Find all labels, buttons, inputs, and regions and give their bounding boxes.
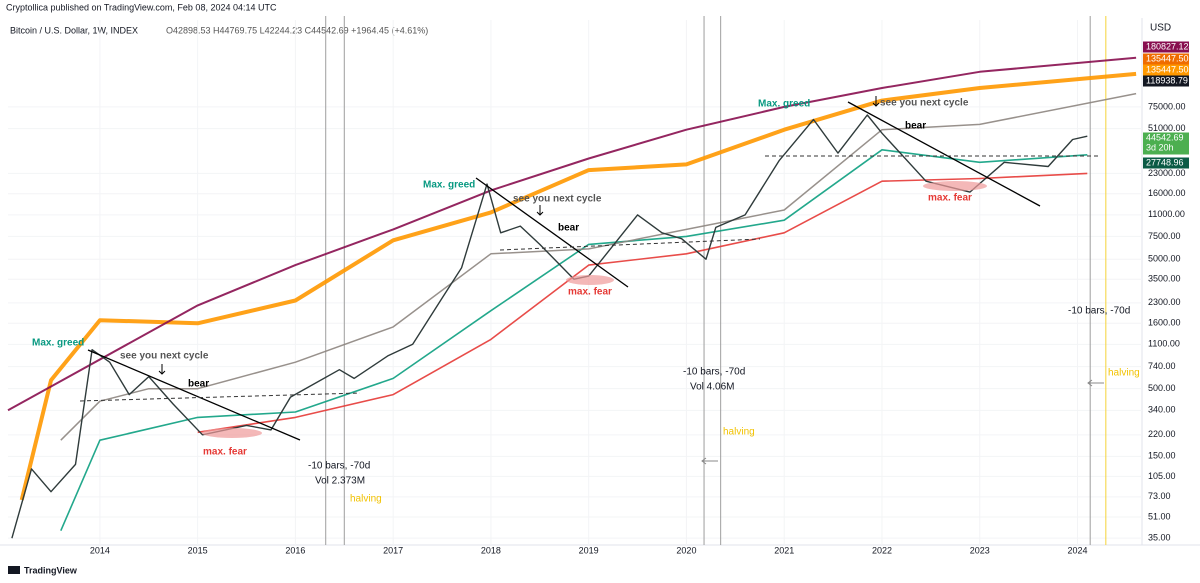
y-tick-label: 2300.00 (1148, 297, 1181, 307)
annotation: -10 bars, -70d (308, 461, 370, 472)
trend-line (475, 177, 629, 288)
y-tick-label: 5000.00 (1148, 254, 1181, 264)
x-tick-label: 2014 (90, 545, 110, 555)
annotation: bear (905, 121, 926, 132)
ohlc: O42898.53 H44769.75 L42244.23 C44542.69 … (166, 25, 428, 35)
annotation: see you next cycle (880, 98, 969, 109)
annotation: Vol 2.373M (315, 476, 365, 487)
annotation: see you next cycle (513, 194, 602, 205)
annotation: Max. greed (423, 180, 475, 191)
y-tick-label: 220.00 (1148, 429, 1176, 439)
fear-zone (923, 181, 987, 191)
arrow (1087, 379, 1104, 387)
y-tick-label: 150.00 (1148, 451, 1176, 461)
y-tick-label: 23000.00 (1148, 168, 1186, 178)
arrow (872, 96, 880, 107)
logo (8, 566, 20, 574)
drawings (79, 96, 1104, 465)
price-label-box (1143, 157, 1189, 169)
price-label: 135447.50 (1146, 64, 1189, 74)
series-line (197, 172, 1088, 434)
annotation: Max. greed (32, 338, 84, 349)
fear-zone (566, 275, 614, 285)
symbol: Bitcoin / U.S. Dollar, 1W, INDEX (10, 25, 138, 35)
price-label-box (1143, 75, 1189, 87)
x-tick-label: 2016 (285, 545, 305, 555)
annotation: max. fear (203, 447, 247, 458)
x-tick-label: 2018 (481, 545, 501, 555)
annotation: max. fear (928, 193, 972, 204)
annotation: see you next cycle (120, 351, 209, 362)
x-tick-label: 2023 (970, 545, 990, 555)
y-tick-label: 1100.00 (1148, 339, 1180, 349)
fear-zone (202, 428, 262, 438)
annotation: bear (558, 223, 579, 234)
price-label: 27748.96 (1146, 157, 1184, 167)
arrow (536, 205, 544, 216)
x-tick-label: 2021 (774, 545, 794, 555)
y-tick-label: 3500.00 (1148, 274, 1181, 284)
price-label-note: 3d 20h (1146, 142, 1174, 152)
price-label-box (1143, 64, 1189, 76)
annotation: -10 bars, -70d (1068, 306, 1130, 317)
y-tick-label: 75000.00 (1148, 101, 1186, 111)
y-tick-label: 51.00 (1148, 511, 1171, 521)
dashed-level (79, 392, 361, 402)
arrow (158, 364, 166, 375)
trend-line (87, 349, 301, 441)
price-label: 135447.50 (1146, 53, 1189, 63)
price-label-box (1143, 53, 1189, 65)
price-label-box (1143, 41, 1189, 53)
y-tick-label: 16000.00 (1148, 188, 1186, 198)
y-tick-label: 35.00 (1148, 533, 1171, 543)
y-tick-label: 7500.00 (1148, 231, 1181, 241)
plot (7, 16, 1142, 545)
publisher: Cryptollica published on TradingView.com… (6, 2, 277, 12)
annotation: halving (723, 427, 755, 438)
annotation: halving (1108, 368, 1140, 379)
price-label-box (1143, 132, 1189, 155)
y-tick-label: 740.00 (1148, 361, 1176, 371)
series-line (11, 114, 1088, 539)
series-line (7, 56, 1137, 412)
price-label: 44542.69 (1146, 132, 1184, 142)
y-tick-label: 73.00 (1148, 491, 1171, 501)
price-label: 180827.124 (1146, 41, 1194, 51)
x-tick-label: 2015 (188, 545, 208, 555)
x-tick-label: 2020 (676, 545, 696, 555)
price-label: 118938.79 (1146, 75, 1188, 85)
arrow (701, 457, 718, 465)
trend-line (847, 101, 1041, 207)
y-tick-label: 105.00 (1148, 471, 1176, 481)
annotation: Max. greed (758, 99, 810, 110)
currency: USD (1150, 23, 1171, 34)
y-tick-label: 51000.00 (1148, 123, 1186, 133)
x-tick-label: 2022 (872, 545, 892, 555)
series-line (60, 92, 1137, 441)
dashed-level (499, 238, 761, 251)
x-tick-label: 2024 (1067, 545, 1087, 555)
series-line (19, 71, 1137, 501)
y-tick-label: 340.00 (1148, 405, 1176, 415)
x-tick-label: 2019 (579, 545, 599, 555)
annotation: Vol 4.06M (690, 382, 734, 393)
y-tick-label: 11000.00 (1148, 209, 1185, 219)
annotation: halving (350, 494, 382, 505)
annotation: -10 bars, -70d (683, 367, 745, 378)
y-tick-label: 500.00 (1148, 383, 1176, 393)
annotation: bear (188, 379, 209, 390)
y-tick-label: 1600.00 (1148, 318, 1181, 328)
brand: TradingView (24, 565, 78, 575)
annotation: max. fear (568, 287, 612, 298)
x-tick-label: 2017 (383, 545, 403, 555)
